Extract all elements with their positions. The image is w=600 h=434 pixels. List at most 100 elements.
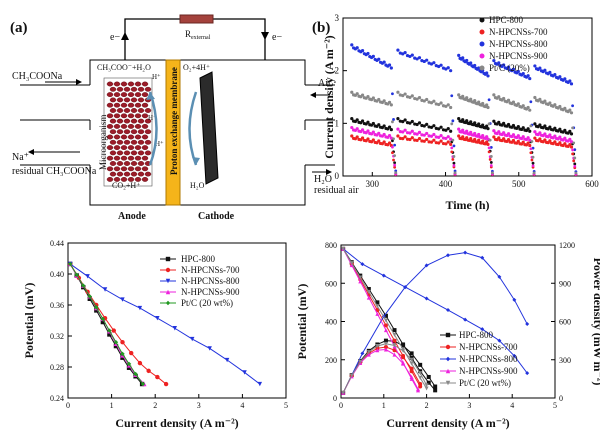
cathode-electrode: [199, 71, 219, 185]
power-point: [409, 374, 414, 379]
point-N-HPCNSs-800: [477, 66, 481, 70]
point-Pt/C (20%): [502, 96, 506, 101]
data-point: [113, 340, 119, 345]
point-N-HPCNSs-700: [392, 158, 395, 162]
point-HPC-800: [366, 120, 370, 124]
flow-arrow-cathode: [188, 91, 198, 166]
point-N-HPCNSs-900: [371, 130, 375, 134]
point-Pt/C (20%): [403, 92, 407, 96]
microbe-111: [127, 176, 135, 182]
data-point: [146, 368, 151, 374]
polarization-point: [409, 361, 414, 366]
point-N-HPCNSs-900: [543, 132, 547, 136]
microbe-50: [120, 124, 128, 129]
x-tick-label: 400: [439, 179, 453, 189]
legend-label: N-HPCNSs-800: [459, 354, 518, 364]
point-N-HPCNSs-800: [538, 66, 542, 70]
label-out-left-1: Na⁺: [12, 152, 29, 163]
y-tick-label: 200: [325, 356, 337, 365]
point-HPC-800: [398, 119, 402, 123]
point-HPC-800: [469, 120, 473, 124]
point-N-HPCNSs-900: [427, 134, 431, 138]
point-N-HPCNSs-900: [366, 129, 370, 133]
point-N-HPCNSs-900: [413, 132, 417, 136]
polarization-point: [497, 338, 502, 343]
point-N-HPCNSs-900: [449, 137, 453, 141]
point-HPC-800: [387, 125, 392, 129]
data-point: [120, 340, 125, 345]
point-N-HPCNSs-900: [439, 133, 443, 138]
point-Pt/C (20%): [486, 105, 490, 110]
data-point: [133, 371, 138, 377]
point-HPC-800: [569, 132, 574, 136]
polarization-point: [424, 386, 429, 391]
point-N-HPCNSs-900: [521, 135, 525, 139]
point-Pt/C (20%): [422, 99, 426, 103]
point-Pt/C (20%): [568, 108, 572, 112]
microbe-21: [130, 97, 138, 103]
point-N-HPCNSs-700: [461, 135, 465, 139]
point-N-HPCNSs-700: [465, 136, 469, 140]
point-N-HPCNSs-700: [553, 140, 557, 144]
polarization-point: [383, 323, 388, 328]
electron-right: e−: [272, 32, 282, 43]
point-N-HPCNSs-700: [526, 141, 530, 145]
point-Pt/C (20%): [489, 155, 493, 158]
power-point: [418, 381, 423, 386]
microbe-55: [116, 129, 124, 135]
microbe-27: [127, 102, 135, 108]
point-Pt/C (20%): [558, 104, 562, 109]
power-point: [401, 355, 406, 360]
point-HPC-800: [403, 118, 407, 122]
data-point: [120, 297, 125, 302]
point-N-HPCNSs-800: [415, 57, 419, 61]
microbe-54: [109, 129, 117, 135]
microbe-14: [120, 92, 128, 98]
point-N-HPCNSs-700: [473, 137, 477, 142]
plot-frame: [340, 244, 556, 399]
power-point: [375, 348, 380, 353]
point-HPC-800: [422, 124, 426, 128]
point-N-HPCNSs-800: [568, 79, 572, 83]
point-N-HPCNSs-900: [569, 140, 574, 144]
microbe-59: [144, 129, 152, 135]
point-N-HPCNSs-700: [371, 138, 375, 142]
point-N-HPCNSs-800: [450, 94, 454, 98]
point-N-HPCNSs-900: [538, 131, 542, 135]
point-N-HPCNSs-800: [558, 75, 562, 79]
circuit-wire-right: [213, 18, 266, 60]
power-point: [392, 343, 397, 348]
microbe-60: [106, 134, 114, 140]
point-N-HPCNSs-900: [481, 133, 485, 138]
microbe-71: [144, 139, 152, 145]
point-N-HPCNSs-900: [452, 164, 456, 167]
point-HPC-800: [548, 125, 552, 129]
point-N-HPCNSs-800: [422, 59, 426, 64]
point-Pt/C (20%): [371, 96, 375, 100]
microbe-40: [134, 113, 142, 119]
point-Pt/C (20%): [531, 155, 535, 159]
chamber-top: [89, 59, 306, 85]
data-point: [85, 274, 90, 279]
point-N-HPCNSs-800: [429, 62, 434, 66]
point-N-HPCNSs-700: [568, 143, 572, 147]
point-N-HPCNSs-900: [387, 133, 392, 138]
microbe-106: [137, 171, 145, 177]
microbe-93: [130, 161, 138, 166]
point-Pt/C (20%): [457, 93, 461, 97]
point-N-HPCNSs-800: [506, 65, 511, 69]
point-Pt/C (20%): [487, 122, 491, 126]
panel-a-schematic: (a) Rexternal e− e− CH₃COONa Na⁺ residua…: [10, 14, 359, 222]
point-Pt/C (20%): [571, 126, 574, 130]
microbe-32: [123, 108, 131, 113]
label-in-left: CH₃COONa: [12, 71, 63, 82]
point-N-HPCNSs-700: [429, 140, 434, 144]
circuit-wire-left: [124, 18, 180, 60]
arrow-in-right-head: [310, 92, 316, 98]
microbe-15: [127, 92, 135, 98]
legend-label: HPC-800: [459, 330, 494, 340]
microbe-34: [137, 108, 145, 113]
x-tick-label: 2: [425, 401, 429, 410]
point-HPC-800: [526, 127, 530, 131]
y-axis-label: Current density (A m⁻²): [322, 35, 336, 158]
